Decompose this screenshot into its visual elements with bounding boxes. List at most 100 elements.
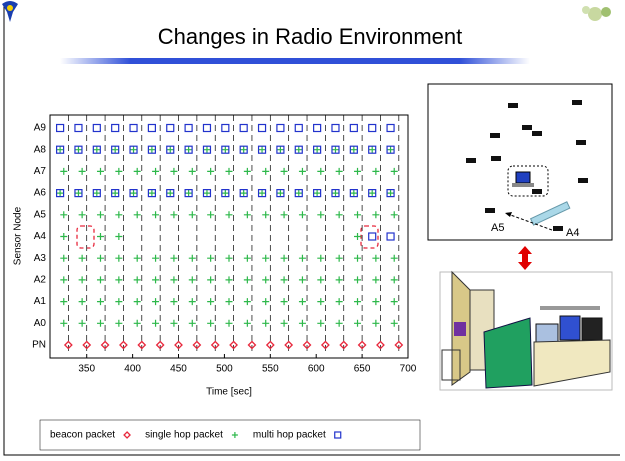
highlight-box — [76, 225, 95, 249]
plot-frame — [49, 114, 409, 359]
square-marker — [276, 189, 285, 198]
link-arrow — [504, 212, 553, 231]
diamond-marker — [394, 340, 404, 350]
y-tick-label: A4 — [34, 231, 47, 242]
plus-marker — [280, 319, 288, 327]
plus-marker — [133, 211, 141, 219]
plus-marker — [207, 298, 215, 306]
plus-marker — [280, 254, 288, 262]
plus-marker — [231, 432, 238, 438]
plus-marker — [60, 211, 68, 219]
plus-marker — [298, 298, 306, 306]
x-tick-label: 350 — [78, 364, 95, 375]
square-marker — [349, 189, 358, 198]
square-marker — [331, 145, 340, 154]
legend-frame — [39, 419, 421, 451]
plus-marker — [331, 189, 339, 197]
logo-dot — [7, 5, 13, 11]
plus-marker — [335, 167, 343, 175]
square-marker — [184, 145, 193, 154]
square-marker — [368, 145, 377, 154]
y-axis-label: Sensor Node — [13, 206, 24, 265]
plus-marker — [188, 298, 196, 306]
plus-marker — [317, 276, 325, 284]
plus-marker — [203, 146, 211, 154]
square-marker — [55, 145, 65, 154]
y-tick-label: A8 — [34, 144, 47, 155]
diamond-marker — [247, 340, 257, 350]
plus-marker — [60, 319, 68, 327]
plus-marker — [96, 298, 104, 306]
plus-marker — [115, 167, 123, 175]
plus-marker — [354, 167, 362, 175]
plus-marker — [335, 211, 343, 219]
monitor — [559, 315, 581, 341]
square-marker — [239, 189, 248, 198]
legend: beacon packet single hop packet multi hop … — [50, 430, 342, 441]
square-marker — [239, 145, 248, 154]
diamond-marker — [339, 340, 349, 350]
plus-marker — [115, 319, 123, 327]
plus-marker — [225, 319, 233, 327]
laptop-base — [512, 183, 534, 187]
square-marker — [294, 189, 303, 198]
plus-marker — [96, 254, 104, 262]
square-marker — [313, 145, 322, 154]
square-marker — [386, 232, 395, 241]
plus-marker — [372, 276, 380, 284]
square-marker — [147, 123, 156, 133]
square-marker — [331, 189, 340, 198]
plus-marker — [152, 276, 160, 284]
plus-marker — [276, 146, 284, 154]
square-marker — [386, 123, 395, 133]
plus-marker — [280, 298, 288, 306]
square-marker — [111, 189, 120, 198]
monitor — [535, 323, 559, 343]
plus-marker — [225, 298, 233, 306]
plus-marker — [243, 167, 251, 175]
plus-marker — [170, 298, 178, 306]
square-marker — [386, 189, 395, 198]
legend-label: beacon packet — [50, 430, 115, 441]
plus-marker — [317, 167, 325, 175]
plus-marker — [262, 211, 270, 219]
plus-marker — [243, 319, 251, 327]
square-marker — [331, 123, 340, 133]
plus-marker — [390, 276, 398, 284]
plus-marker — [298, 276, 306, 284]
plus-marker — [350, 189, 358, 197]
square-marker — [386, 145, 395, 154]
square-marker — [257, 123, 267, 133]
focus-box — [507, 165, 549, 197]
plus-marker — [225, 167, 233, 175]
plus-marker — [243, 276, 251, 284]
diamond-marker — [302, 340, 312, 350]
plus-marker — [74, 146, 82, 154]
plus-marker — [60, 167, 68, 175]
plus-marker — [298, 254, 306, 262]
plus-marker — [354, 298, 362, 306]
plus-marker — [258, 189, 266, 197]
diamond-marker — [137, 340, 147, 350]
square-marker — [202, 145, 212, 154]
diamond-marker — [357, 340, 367, 350]
plus-marker — [372, 211, 380, 219]
plus-marker — [170, 254, 178, 262]
y-tick-label: A1 — [34, 296, 47, 307]
plus-marker — [115, 211, 123, 219]
legend-label: multi hop packet — [253, 430, 326, 441]
y-tick-label: A0 — [34, 318, 47, 329]
plus-marker — [387, 189, 395, 197]
square-marker — [221, 123, 230, 133]
plus-marker — [96, 167, 104, 175]
plus-marker — [93, 189, 101, 197]
plus-marker — [387, 146, 395, 154]
diagram-frame — [427, 83, 613, 241]
desk — [533, 339, 611, 387]
plus-marker — [276, 189, 284, 197]
diamond-marker — [192, 340, 202, 350]
plus-marker — [354, 211, 362, 219]
plus-marker — [78, 211, 86, 219]
square-marker — [368, 189, 377, 198]
plus-marker — [262, 298, 270, 306]
